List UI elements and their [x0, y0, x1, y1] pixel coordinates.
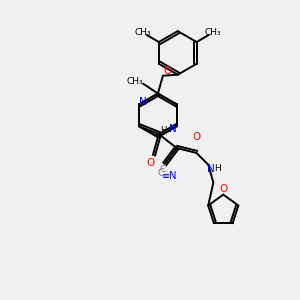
Text: N: N	[139, 98, 147, 107]
Text: O: O	[193, 132, 201, 142]
Text: O: O	[164, 66, 172, 76]
Text: N: N	[206, 164, 214, 174]
Text: ≡N: ≡N	[162, 171, 178, 181]
Text: H: H	[160, 126, 166, 135]
Text: CH₃: CH₃	[127, 77, 143, 86]
Text: CH₃: CH₃	[134, 28, 151, 37]
Text: C: C	[160, 165, 166, 174]
Text: N: N	[169, 124, 177, 134]
Text: CH₃: CH₃	[205, 28, 221, 37]
Text: H: H	[214, 164, 221, 173]
Text: O: O	[147, 158, 155, 168]
Text: O: O	[219, 184, 227, 194]
Text: C: C	[158, 168, 164, 178]
